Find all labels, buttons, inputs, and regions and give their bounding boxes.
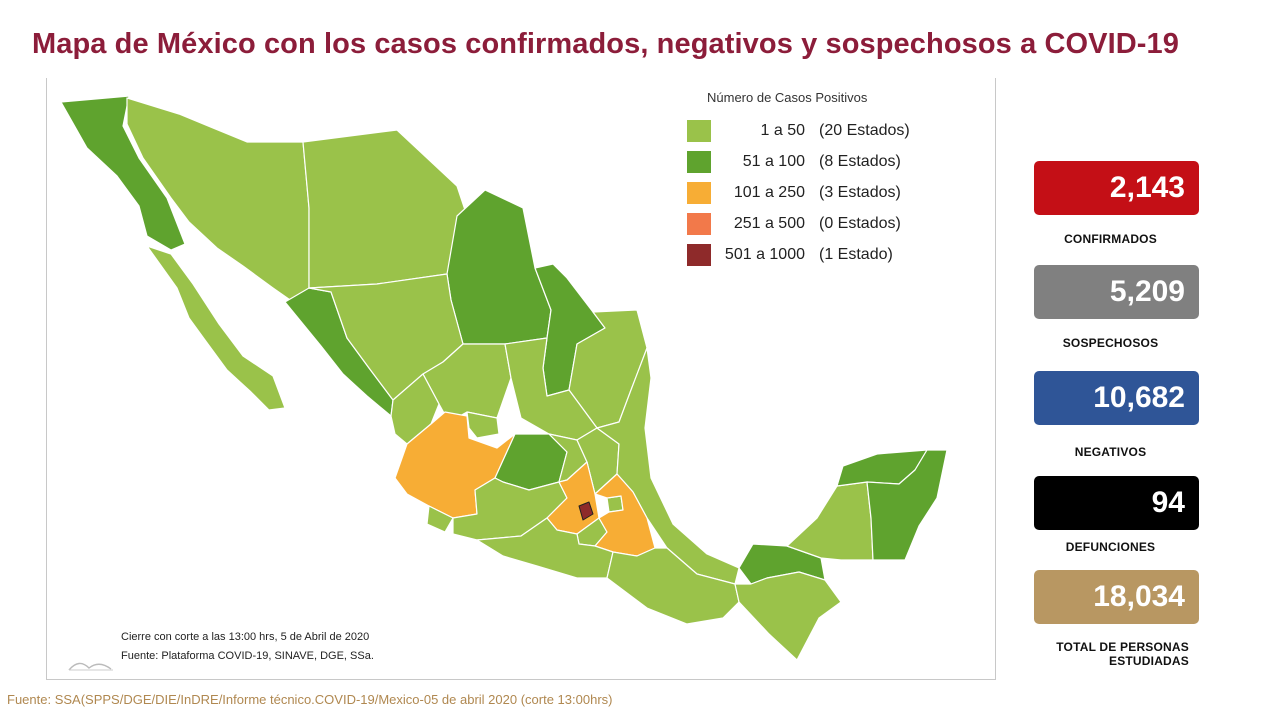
- legend-count: (8 Estados): [819, 153, 901, 170]
- stat-defunciones-label: DEFUNCIONES: [1065, 540, 1156, 554]
- state-chiapas[interactable]: [734, 571, 842, 661]
- mexico-map: [60, 95, 948, 661]
- legend-count: (1 Estado): [819, 246, 893, 263]
- state-chihuahua[interactable]: [302, 129, 468, 289]
- page-title: Mapa de México con los casos confirmados…: [32, 28, 1180, 60]
- state-baja-california[interactable]: [60, 95, 186, 251]
- legend-range: 501 a 1000: [724, 246, 805, 263]
- stat-sospechosos-value: 5,209: [1034, 265, 1199, 319]
- legend-range: 51 a 100: [742, 153, 805, 170]
- source-note: Fuente: Plataforma COVID-19, SINAVE, DGE…: [121, 650, 374, 662]
- legend-range: 1 a 50: [760, 122, 805, 139]
- legend-swatch: [687, 182, 711, 204]
- state-guerrero[interactable]: [476, 517, 614, 579]
- stat-total-value: 18,034: [1034, 570, 1199, 624]
- state-puebla[interactable]: [594, 473, 656, 557]
- stat-confirmados-value: 2,143: [1034, 161, 1199, 215]
- legend-swatch: [687, 151, 711, 173]
- state-quintana-roo[interactable]: [866, 449, 948, 561]
- legend-count: (3 Estados): [819, 184, 901, 201]
- state-colima[interactable]: [426, 505, 454, 533]
- state-aguascalientes[interactable]: [466, 411, 500, 439]
- state-ciudad-de-mexico[interactable]: [578, 501, 594, 521]
- footer-source: Fuente: SSA(SPPS/DGE/DIE/InDRE/Informe t…: [7, 692, 613, 707]
- state-campeche[interactable]: [786, 481, 874, 561]
- stat-negativos-label: NEGATIVOS: [1074, 445, 1147, 459]
- cutoff-note: Cierre con corte a las 13:00 hrs, 5 de A…: [121, 631, 370, 643]
- stat-sospechosos-label: SOSPECHOSOS: [1062, 336, 1159, 350]
- stat-confirmados-label: CONFIRMADOS: [1064, 232, 1157, 246]
- stat-total-label: TOTAL DE PERSONAS ESTUDIADAS: [1056, 640, 1189, 668]
- logo-icon: [68, 662, 113, 671]
- legend-range: 101 a 250: [733, 184, 805, 201]
- stat-defunciones-value: 94: [1034, 476, 1199, 530]
- state-tlaxcala[interactable]: [606, 495, 624, 513]
- legend-range: 251 a 500: [733, 215, 805, 232]
- legend-swatch: [687, 120, 711, 142]
- legend-swatch: [687, 213, 711, 235]
- state-nayarit[interactable]: [390, 373, 440, 445]
- state-coahuila[interactable]: [446, 189, 552, 345]
- legend-title: Número de Casos Positivos: [707, 90, 868, 105]
- legend-count: (0 Estados): [819, 215, 901, 232]
- legend-count: (20 Estados): [819, 122, 910, 139]
- map-panel: Número de Casos Positivos 1 a 50 (20 Est…: [46, 78, 996, 680]
- legend-swatch: [687, 244, 711, 266]
- stat-negativos-value: 10,682: [1034, 371, 1199, 425]
- state-sonora[interactable]: [126, 97, 310, 303]
- state-baja-california-sur[interactable]: [146, 245, 286, 411]
- map-notes: Cierre con corte a las 13:00 hrs, 5 de A…: [121, 628, 374, 666]
